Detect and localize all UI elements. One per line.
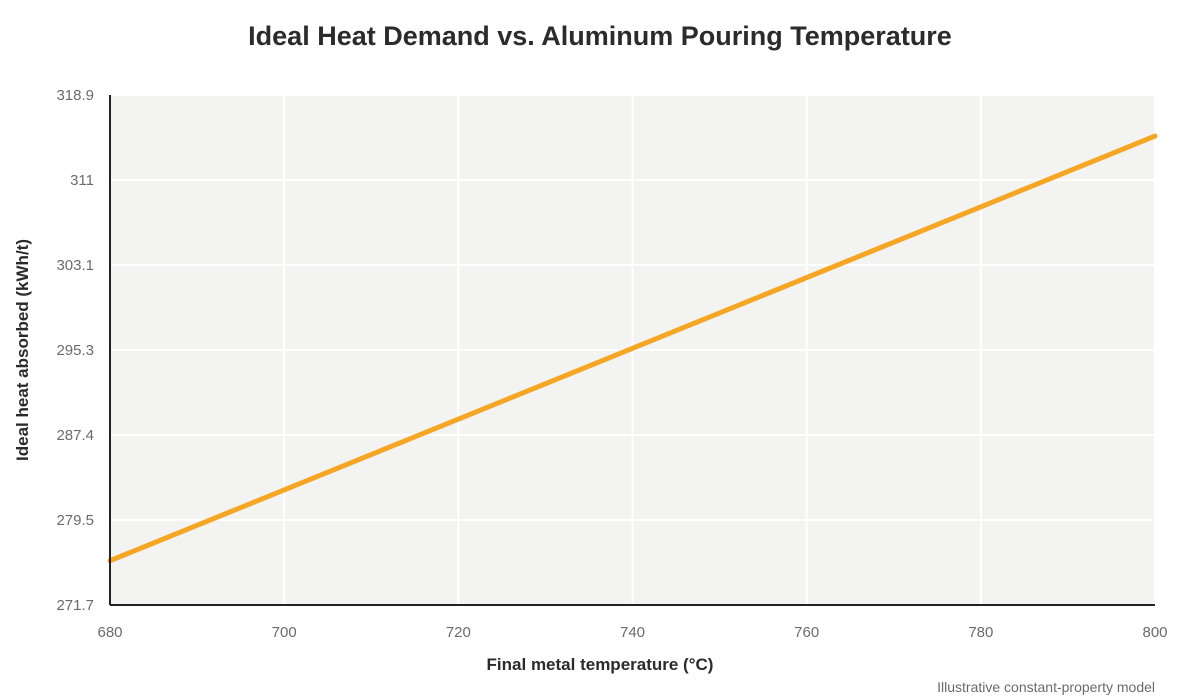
y-tick-label: 271.7: [56, 597, 94, 614]
x-tick-label: 800: [1142, 624, 1167, 641]
axes: [109, 95, 1155, 606]
y-tick-label: 318.9: [56, 87, 94, 104]
y-tick-label: 295.3: [56, 342, 94, 359]
y-axis-label: Ideal heat absorbed (kWh/t): [13, 239, 32, 461]
x-tick-label: 680: [97, 624, 122, 641]
x-tick-label: 780: [968, 624, 993, 641]
y-tick-label: 287.4: [56, 427, 94, 444]
x-tick-label: 700: [272, 624, 297, 641]
series-layer: [107, 133, 1158, 564]
x-tick-label: 760: [794, 624, 819, 641]
chart-title: Ideal Heat Demand vs. Aluminum Pouring T…: [248, 21, 952, 51]
series-line: [107, 133, 1158, 564]
x-tick-label: 740: [620, 624, 645, 641]
x-tick-label: 720: [446, 624, 471, 641]
x-axis-label: Final metal temperature (°C): [487, 655, 714, 674]
tick-labels: 680 700 720 740 760 780 800 271.7 279.5 287.4 295.…: [56, 87, 1167, 641]
y-tick-label: 303.1: [56, 257, 94, 274]
y-tick-label: 311: [70, 172, 94, 189]
model-note: Illustrative constant-property model: [937, 679, 1155, 695]
y-tick-label: 279.5: [56, 512, 94, 529]
